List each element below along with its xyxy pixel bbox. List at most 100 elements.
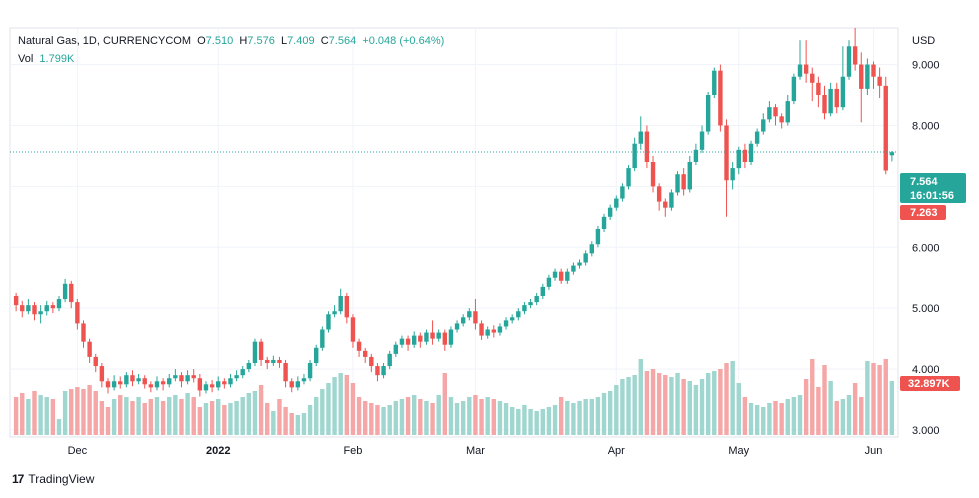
volume-bar bbox=[834, 401, 839, 435]
volume-bar bbox=[454, 403, 460, 435]
volume-bar bbox=[228, 403, 233, 435]
candle-body bbox=[32, 305, 37, 315]
volume-bar bbox=[430, 403, 435, 435]
volume-badge-value: 32.897K bbox=[908, 378, 950, 390]
time-axis[interactable]: Dec 2022 Feb Mar Apr May Jun bbox=[10, 436, 898, 457]
candle-body bbox=[301, 378, 307, 382]
candle-body bbox=[503, 320, 509, 327]
volume-bar bbox=[142, 403, 147, 435]
candle-body bbox=[742, 149, 748, 162]
brand-label: TradingView bbox=[28, 472, 95, 486]
volume-bar bbox=[252, 391, 258, 435]
symbol-title: Natural Gas, 1D, CURRENCYCOM bbox=[18, 35, 191, 47]
volume-bar bbox=[712, 371, 717, 435]
candle-body bbox=[620, 186, 625, 199]
candle-body bbox=[687, 162, 692, 190]
candle-body bbox=[761, 119, 766, 132]
candle-body bbox=[105, 381, 111, 388]
volume-bar bbox=[436, 395, 441, 435]
volume-bar bbox=[791, 397, 797, 435]
volume-bar bbox=[283, 407, 288, 435]
candle-body bbox=[381, 366, 386, 376]
low-value: 7.409 bbox=[287, 35, 315, 47]
volume-bar bbox=[154, 397, 160, 435]
price-tick-label: 4.000 bbox=[912, 364, 940, 376]
volume-bar bbox=[822, 365, 827, 435]
volume-bar bbox=[509, 407, 515, 435]
volume-bar bbox=[773, 401, 778, 435]
volume-bar bbox=[332, 377, 337, 435]
candle-body bbox=[865, 64, 870, 89]
candle-body bbox=[56, 299, 62, 309]
candle-body bbox=[26, 305, 31, 312]
volume-bar bbox=[522, 405, 527, 435]
volume-bar bbox=[687, 381, 692, 435]
candle-body bbox=[130, 375, 135, 382]
candle-body bbox=[810, 73, 815, 83]
candle-body bbox=[136, 378, 141, 382]
candle-body bbox=[167, 378, 172, 385]
candle-body bbox=[277, 359, 282, 363]
candle-body bbox=[448, 329, 454, 345]
volume-bar bbox=[724, 363, 729, 435]
time-tick-label: Apr bbox=[608, 445, 625, 457]
volume-bars bbox=[13, 359, 895, 435]
time-tick-label: Jun bbox=[865, 445, 883, 457]
volume-bar bbox=[865, 361, 870, 435]
volume-value: 1.799K bbox=[39, 53, 75, 65]
volume-bar bbox=[50, 399, 56, 435]
candles bbox=[13, 28, 895, 397]
candle-body bbox=[467, 311, 472, 318]
candle-body bbox=[797, 64, 803, 77]
candle-body bbox=[669, 192, 674, 208]
price-tick-label: 8.000 bbox=[912, 120, 940, 132]
volume-bar bbox=[638, 359, 643, 435]
volume-bar bbox=[148, 399, 154, 435]
volume-bar bbox=[748, 403, 754, 435]
price-tick-label: 9.000 bbox=[912, 60, 940, 72]
volume-bar bbox=[589, 399, 594, 435]
candle-body bbox=[730, 168, 735, 181]
volume-bar bbox=[265, 403, 270, 435]
candle-body bbox=[283, 363, 288, 382]
candle-body bbox=[424, 332, 429, 342]
volume-bar bbox=[558, 397, 564, 435]
volume-bar bbox=[277, 399, 282, 435]
volume-bar bbox=[87, 385, 92, 435]
volume-bar bbox=[620, 379, 625, 435]
candle-body bbox=[44, 305, 49, 312]
candle-body bbox=[877, 76, 882, 86]
candle-body bbox=[75, 302, 80, 324]
volume-bar bbox=[479, 399, 484, 435]
candle-body bbox=[699, 131, 705, 150]
volume-bar bbox=[387, 405, 392, 435]
volume-bar bbox=[534, 411, 539, 435]
candle-body bbox=[632, 143, 637, 169]
volume-bar bbox=[877, 365, 882, 435]
volume-bar bbox=[369, 403, 374, 435]
candle-body bbox=[258, 341, 264, 360]
candle-body bbox=[522, 305, 527, 312]
candle-body bbox=[191, 375, 196, 379]
candle-body bbox=[93, 356, 98, 367]
candle-body bbox=[99, 366, 105, 382]
candle-body bbox=[491, 329, 497, 333]
volume-bar bbox=[356, 397, 362, 435]
candle-body bbox=[124, 375, 129, 385]
volume-bar bbox=[754, 405, 760, 435]
volume-bar bbox=[240, 397, 245, 435]
volume-badge bbox=[900, 376, 960, 391]
current-price-value: 7.564 bbox=[910, 176, 938, 188]
volume-bar bbox=[583, 399, 588, 435]
volume-bar bbox=[467, 397, 472, 435]
prev-close-badge bbox=[900, 205, 946, 220]
candle-body bbox=[246, 363, 252, 370]
volume-bar bbox=[93, 391, 98, 435]
tradingview-logo[interactable]: 17 TradingView bbox=[12, 472, 94, 486]
volume-bar bbox=[344, 375, 350, 435]
volume-bar bbox=[362, 401, 368, 435]
candle-body bbox=[834, 88, 839, 108]
candle-body bbox=[442, 332, 448, 345]
volume-bar bbox=[326, 383, 331, 435]
